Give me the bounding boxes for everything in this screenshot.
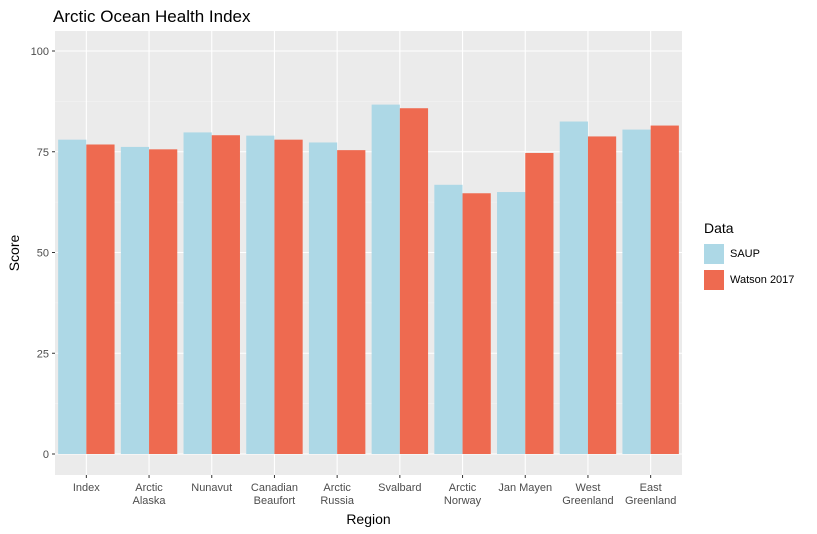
x-tick-label: Beaufort [254, 495, 296, 507]
legend-key-saup [704, 243, 724, 264]
x-tick-label: Jan Mayen [498, 482, 552, 494]
legend-title: Data [704, 220, 734, 236]
bar-saup [246, 135, 275, 454]
y-tick-label: 100 [31, 46, 49, 58]
x-tick-label: Greenland [562, 495, 613, 507]
bar-watson [462, 193, 491, 454]
bar-saup [622, 129, 651, 454]
legend: Data SAUP Watson 2017 [704, 220, 794, 294]
x-tick-label: Norway [444, 495, 482, 507]
x-tick-label: West [576, 482, 601, 494]
bar-saup [371, 104, 400, 454]
bar-saup [559, 121, 588, 455]
y-axis-title: Score [6, 235, 22, 272]
x-tick-label: Arctic [323, 482, 351, 494]
y-tick-label: 75 [37, 147, 49, 159]
x-tick-label: East [640, 482, 662, 494]
y-tick-label: 0 [43, 449, 49, 461]
bar-watson [525, 152, 554, 455]
bar-saup [434, 184, 463, 454]
x-tick-label: Nunavut [191, 482, 232, 494]
x-tick-label: Index [73, 482, 100, 494]
bar-watson [399, 108, 429, 454]
legend-key-watson [704, 269, 724, 290]
bar-watson [274, 139, 303, 454]
bar-saup [183, 132, 212, 454]
chart-title: Arctic Ocean Health Index [53, 7, 251, 26]
bar-saup [120, 146, 150, 454]
legend-item-watson: Watson 2017 [704, 268, 794, 291]
legend-label-watson: Watson 2017 [730, 273, 795, 286]
bar-saup [308, 142, 338, 454]
bar-saup [58, 139, 87, 454]
x-axis-title: Region [346, 511, 390, 527]
x-tick-label: Arctic [449, 482, 477, 494]
y-tick-label: 50 [37, 248, 49, 260]
bar-watson [86, 144, 115, 454]
x-tick-label: Arctic [135, 482, 163, 494]
x-tick-label: Alaska [133, 495, 167, 507]
bar-saup [497, 192, 526, 455]
x-tick-label: Greenland [625, 495, 676, 507]
bar-watson [337, 150, 366, 454]
bar-watson [587, 136, 617, 454]
y-tick-label: 25 [37, 348, 49, 360]
bar-watson [650, 125, 679, 455]
legend-label-saup: SAUP [730, 247, 760, 260]
bar-watson [149, 149, 178, 454]
x-tick-label: Canadian [251, 482, 298, 494]
legend-item-saup: SAUP [704, 242, 794, 265]
x-tick-label: Svalbard [378, 482, 421, 494]
bar-watson [211, 135, 240, 455]
x-tick-label: Russia [320, 495, 355, 507]
